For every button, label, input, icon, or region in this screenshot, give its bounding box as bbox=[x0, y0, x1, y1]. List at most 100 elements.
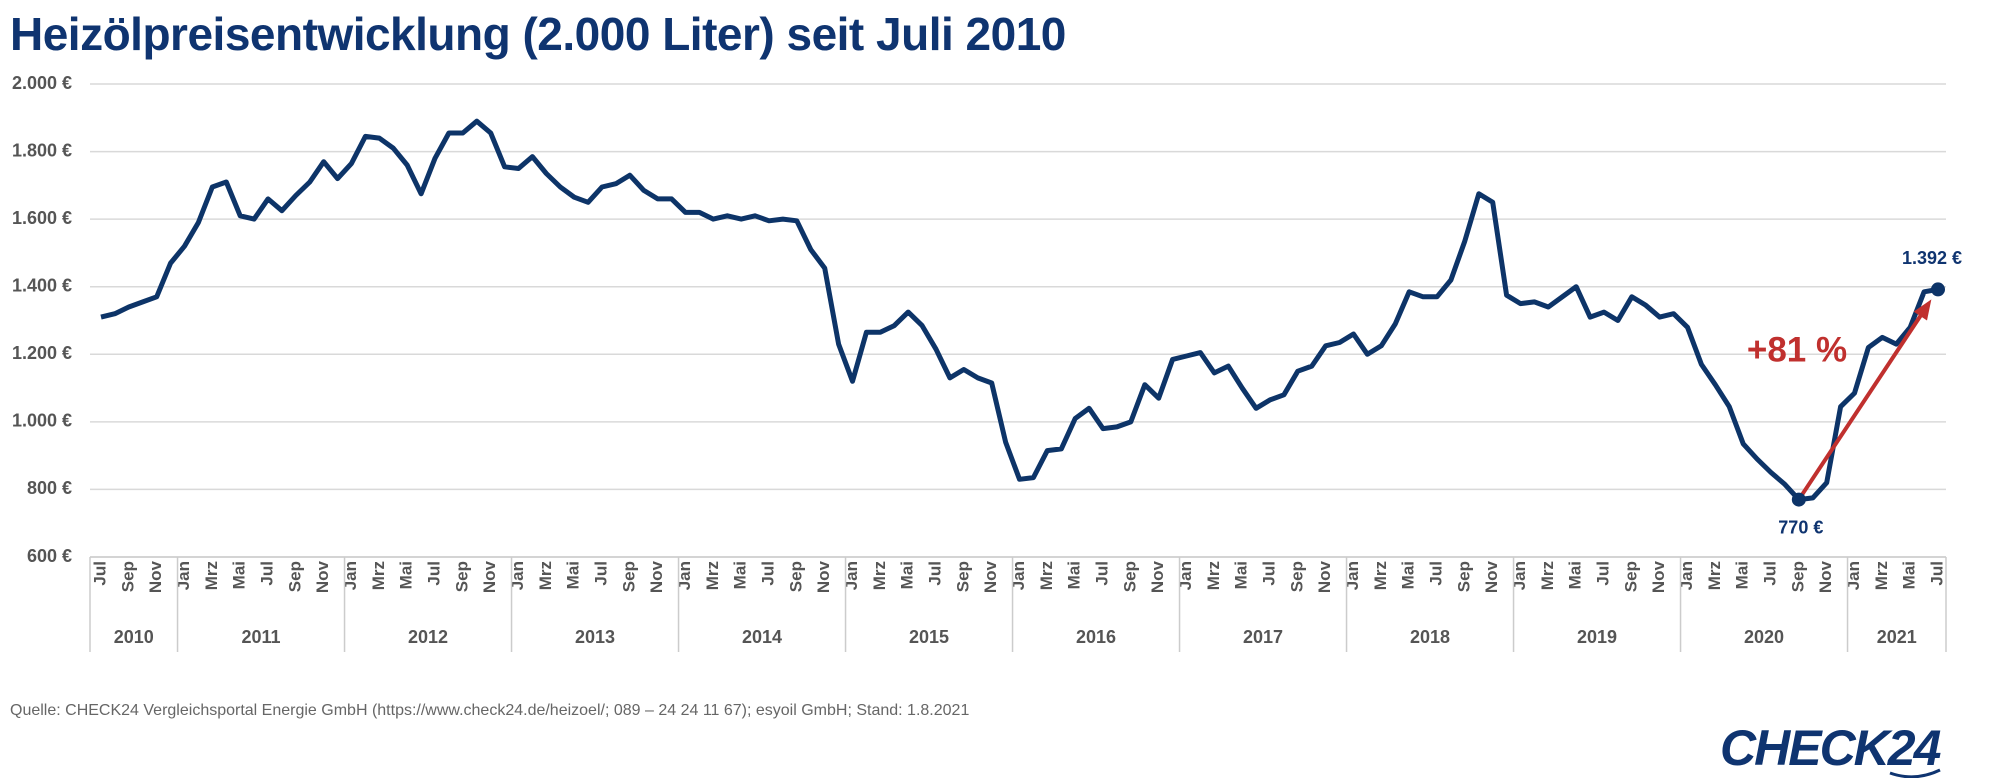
x-tick-label: Mrz bbox=[1037, 561, 1056, 590]
year-label: 2011 bbox=[242, 627, 281, 647]
point-marker bbox=[1931, 282, 1945, 297]
x-tick-label: Mai bbox=[397, 561, 416, 589]
x-tick-label: Nov bbox=[146, 560, 165, 593]
x-tick-label: Mrz bbox=[870, 561, 889, 590]
x-tick-label: Nov bbox=[981, 560, 1000, 593]
x-tick-label: Mai bbox=[1566, 561, 1585, 589]
x-tick-label: Sep bbox=[1287, 561, 1306, 592]
value-label: 1.392 € bbox=[1902, 248, 1962, 268]
year-label: 2020 bbox=[1744, 627, 1784, 647]
x-tick-label: Jan bbox=[508, 561, 527, 590]
x-tick-label: Mrz bbox=[1204, 561, 1223, 590]
x-tick-label: Jul bbox=[1760, 561, 1779, 586]
x-tick-label: Mai bbox=[1065, 561, 1084, 589]
x-tick-label: Jul bbox=[1927, 561, 1946, 586]
x-tick-label: Nov bbox=[1816, 560, 1835, 593]
value-label: 770 € bbox=[1778, 517, 1823, 537]
year-label: 2017 bbox=[1243, 627, 1283, 647]
x-tick-label: Jul bbox=[591, 561, 610, 586]
year-label: 2021 bbox=[1877, 627, 1917, 647]
x-tick-label: Mai bbox=[1232, 561, 1251, 589]
price-line bbox=[100, 118, 1939, 503]
x-tick-label: Mai bbox=[1733, 561, 1752, 589]
logo-swoosh bbox=[1889, 768, 1941, 778]
x-tick-label: Jan bbox=[1677, 561, 1696, 590]
year-label: 2016 bbox=[1076, 627, 1116, 647]
x-tick-label: Mrz bbox=[1538, 561, 1557, 590]
y-tick-label: 1.600 € bbox=[12, 208, 72, 228]
x-tick-label: Jan bbox=[1176, 561, 1195, 590]
x-tick-label: Nov bbox=[313, 560, 332, 593]
year-label: 2018 bbox=[1410, 627, 1450, 647]
x-tick-label: Jul bbox=[424, 561, 443, 586]
y-tick-label: 800 € bbox=[27, 478, 72, 498]
y-tick-label: 1.800 € bbox=[12, 140, 72, 160]
x-tick-label: Sep bbox=[285, 561, 304, 592]
x-tick-label: Sep bbox=[1788, 561, 1807, 592]
y-tick-label: 2.000 € bbox=[12, 73, 72, 93]
x-tick-label: Mrz bbox=[703, 561, 722, 590]
x-tick-label: Nov bbox=[647, 560, 666, 593]
x-tick-label: Jul bbox=[1426, 561, 1445, 586]
x-tick-label: Jul bbox=[90, 561, 109, 586]
x-tick-label: Mai bbox=[1900, 561, 1919, 589]
x-tick-label: Sep bbox=[953, 561, 972, 592]
point-marker bbox=[1791, 492, 1806, 507]
x-tick-label: Mai bbox=[230, 561, 249, 589]
x-tick-label: Sep bbox=[786, 561, 805, 592]
x-tick-label: Sep bbox=[452, 561, 471, 592]
x-tick-label: Mai bbox=[731, 561, 750, 589]
x-tick-label: Jan bbox=[1009, 561, 1028, 590]
x-tick-label: Jul bbox=[758, 561, 777, 586]
x-tick-label: Nov bbox=[814, 560, 833, 593]
x-tick-label: Jan bbox=[1510, 561, 1529, 590]
x-tick-label: Sep bbox=[118, 561, 137, 592]
y-tick-label: 600 € bbox=[27, 546, 72, 566]
x-tick-label: Jul bbox=[1593, 561, 1612, 586]
x-tick-label: Mrz bbox=[369, 561, 388, 590]
x-tick-label: Mrz bbox=[536, 561, 555, 590]
x-tick-label: Mai bbox=[898, 561, 917, 589]
x-tick-label: Jul bbox=[1092, 561, 1111, 586]
x-tick-label: Nov bbox=[1148, 560, 1167, 593]
x-tick-label: Mrz bbox=[1371, 561, 1390, 590]
year-label: 2012 bbox=[408, 627, 448, 647]
x-tick-label: Jan bbox=[675, 561, 694, 590]
year-label: 2014 bbox=[742, 627, 782, 647]
x-tick-label: Nov bbox=[480, 560, 499, 593]
x-tick-label: Jan bbox=[1844, 561, 1863, 590]
change-arrowhead bbox=[1913, 299, 1932, 321]
x-tick-label: Jul bbox=[257, 561, 276, 586]
x-tick-label: Jan bbox=[341, 561, 360, 590]
x-tick-label: Sep bbox=[1621, 561, 1640, 592]
source-note: Quelle: CHECK24 Vergleichsportal Energie… bbox=[10, 702, 969, 719]
x-tick-label: Nov bbox=[1315, 560, 1334, 593]
change-annotation: +81 % bbox=[1747, 330, 1847, 369]
x-tick-label: Jan bbox=[174, 561, 193, 590]
x-tick-label: Jul bbox=[1259, 561, 1278, 586]
x-tick-label: Sep bbox=[619, 561, 638, 592]
x-tick-label: Mai bbox=[1399, 561, 1418, 589]
x-tick-label: Mrz bbox=[1705, 561, 1724, 590]
logo: CHECK24 bbox=[1720, 720, 1941, 776]
year-label: 2010 bbox=[114, 627, 154, 647]
x-tick-label: Sep bbox=[1120, 561, 1139, 592]
x-tick-label: Jan bbox=[842, 561, 861, 590]
change-arrow bbox=[1797, 306, 1928, 501]
chart-title: Heizölpreisentwicklung (2.000 Liter) sei… bbox=[10, 8, 1066, 60]
x-tick-label: Nov bbox=[1482, 560, 1501, 593]
x-tick-label: Nov bbox=[1649, 560, 1668, 593]
x-tick-label: Mrz bbox=[1872, 561, 1891, 590]
x-tick-label: Jan bbox=[1343, 561, 1362, 590]
x-tick-label: Sep bbox=[1454, 561, 1473, 592]
x-tick-label: Mai bbox=[564, 561, 583, 589]
y-tick-label: 1.400 € bbox=[12, 275, 72, 295]
x-tick-label: Jul bbox=[925, 561, 944, 586]
x-tick-label: Mrz bbox=[202, 561, 221, 590]
y-tick-label: 1.000 € bbox=[12, 411, 72, 431]
year-label: 2019 bbox=[1577, 627, 1617, 647]
year-label: 2013 bbox=[575, 627, 615, 647]
year-label: 2015 bbox=[909, 627, 949, 647]
y-tick-label: 1.200 € bbox=[12, 343, 72, 363]
